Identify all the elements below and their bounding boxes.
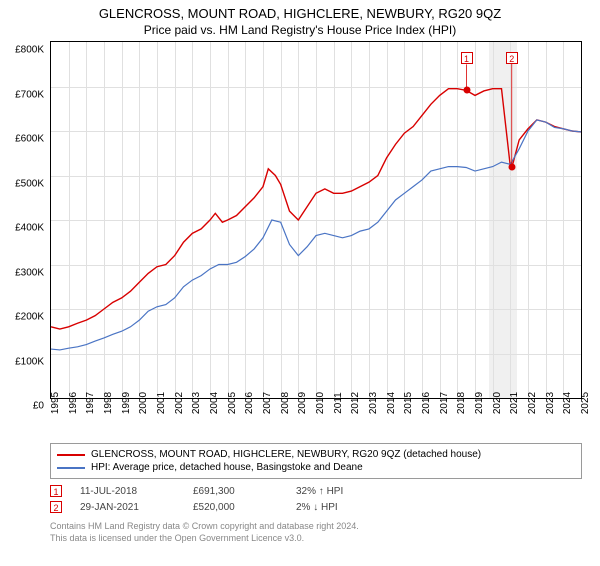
x-tick-label: 2015 xyxy=(403,392,414,414)
y-tick-label: £700K xyxy=(15,89,44,100)
x-tick-label: 1995 xyxy=(50,392,61,414)
legend-item: HPI: Average price, detached house, Basi… xyxy=(57,461,575,474)
x-tick-label: 2021 xyxy=(509,392,520,414)
x-tick-label: 1998 xyxy=(103,392,114,414)
x-tick-label: 2011 xyxy=(333,392,344,414)
x-tick-label: 2003 xyxy=(191,392,202,414)
x-tick-label: 2014 xyxy=(386,392,397,414)
x-tick-label: 2017 xyxy=(439,392,450,414)
x-tick-label: 2007 xyxy=(262,392,273,414)
sale-row-marker: 2 xyxy=(50,501,62,513)
x-tick-label: 2018 xyxy=(456,392,467,414)
x-tick-label: 1999 xyxy=(121,392,132,414)
legend-label: GLENCROSS, MOUNT ROAD, HIGHCLERE, NEWBUR… xyxy=(91,449,481,460)
x-tick-label: 2000 xyxy=(138,392,149,414)
x-tick-label: 2016 xyxy=(421,392,432,414)
sale-price: £691,300 xyxy=(193,486,278,497)
sale-marker-box: 2 xyxy=(506,52,518,64)
chart-title: GLENCROSS, MOUNT ROAD, HIGHCLERE, NEWBUR… xyxy=(0,6,600,21)
x-tick-label: 2024 xyxy=(562,392,573,414)
series-lines xyxy=(51,42,581,398)
sale-data-row: 1 11-JUL-2018 £691,300 32% ↑ HPI xyxy=(50,483,582,499)
chart-subtitle: Price paid vs. HM Land Registry's House … xyxy=(0,23,600,37)
sale-date: 29-JAN-2021 xyxy=(80,502,175,513)
sale-row-marker: 1 xyxy=(50,485,62,497)
y-tick-label: £600K xyxy=(15,134,44,145)
series-line-price_paid xyxy=(51,89,581,329)
sale-pct-vs-hpi: 2% ↓ HPI xyxy=(296,502,376,513)
sale-data-row: 2 29-JAN-2021 £520,000 2% ↓ HPI xyxy=(50,499,582,515)
plot-area: 12 xyxy=(50,41,582,399)
footer-line-2: This data is licensed under the Open Gov… xyxy=(50,533,582,545)
x-tick-label: 2006 xyxy=(244,392,255,414)
x-tick-label: 2002 xyxy=(174,392,185,414)
legend: GLENCROSS, MOUNT ROAD, HIGHCLERE, NEWBUR… xyxy=(50,443,582,479)
x-tick-label: 1997 xyxy=(85,392,96,414)
y-tick-label: £0 xyxy=(33,401,44,412)
sale-pct-vs-hpi: 32% ↑ HPI xyxy=(296,486,376,497)
sale-date: 11-JUL-2018 xyxy=(80,486,175,497)
x-tick-label: 2023 xyxy=(545,392,556,414)
legend-swatch xyxy=(57,467,85,469)
x-axis: 1995199619971998199920002001200220032004… xyxy=(50,399,582,437)
y-tick-label: £400K xyxy=(15,223,44,234)
x-tick-label: 2010 xyxy=(315,392,326,414)
x-tick-label: 2013 xyxy=(368,392,379,414)
sale-marker-box: 1 xyxy=(461,52,473,64)
y-tick-label: £500K xyxy=(15,178,44,189)
x-tick-label: 2001 xyxy=(156,392,167,414)
footer-line-1: Contains HM Land Registry data © Crown c… xyxy=(50,521,582,533)
x-tick-label: 2020 xyxy=(492,392,503,414)
y-tick-label: £200K xyxy=(15,312,44,323)
y-tick-label: £300K xyxy=(15,267,44,278)
sale-point-marker xyxy=(463,87,470,94)
sale-point-marker xyxy=(508,163,515,170)
x-tick-label: 2005 xyxy=(227,392,238,414)
y-tick-label: £800K xyxy=(15,45,44,56)
y-axis: £0£100K£200K£300K£400K£500K£600K£700K£80… xyxy=(0,50,48,408)
x-tick-label: 2004 xyxy=(209,392,220,414)
x-tick-label: 2009 xyxy=(297,392,308,414)
series-line-hpi xyxy=(51,120,581,350)
x-tick-label: 2012 xyxy=(350,392,361,414)
x-tick-label: 2019 xyxy=(474,392,485,414)
legend-label: HPI: Average price, detached house, Basi… xyxy=(91,462,363,473)
x-tick-label: 2008 xyxy=(280,392,291,414)
x-tick-label: 2025 xyxy=(580,392,591,414)
legend-item: GLENCROSS, MOUNT ROAD, HIGHCLERE, NEWBUR… xyxy=(57,448,575,461)
data-rows: 1 11-JUL-2018 £691,300 32% ↑ HPI 2 29-JAN-202… xyxy=(50,483,582,515)
x-tick-label: 2022 xyxy=(527,392,538,414)
legend-swatch xyxy=(57,454,85,456)
y-tick-label: £100K xyxy=(15,356,44,367)
sale-price: £520,000 xyxy=(193,502,278,513)
x-tick-label: 1996 xyxy=(68,392,79,414)
chart-container: GLENCROSS, MOUNT ROAD, HIGHCLERE, NEWBUR… xyxy=(0,6,600,566)
footer-attribution: Contains HM Land Registry data © Crown c… xyxy=(50,521,582,544)
